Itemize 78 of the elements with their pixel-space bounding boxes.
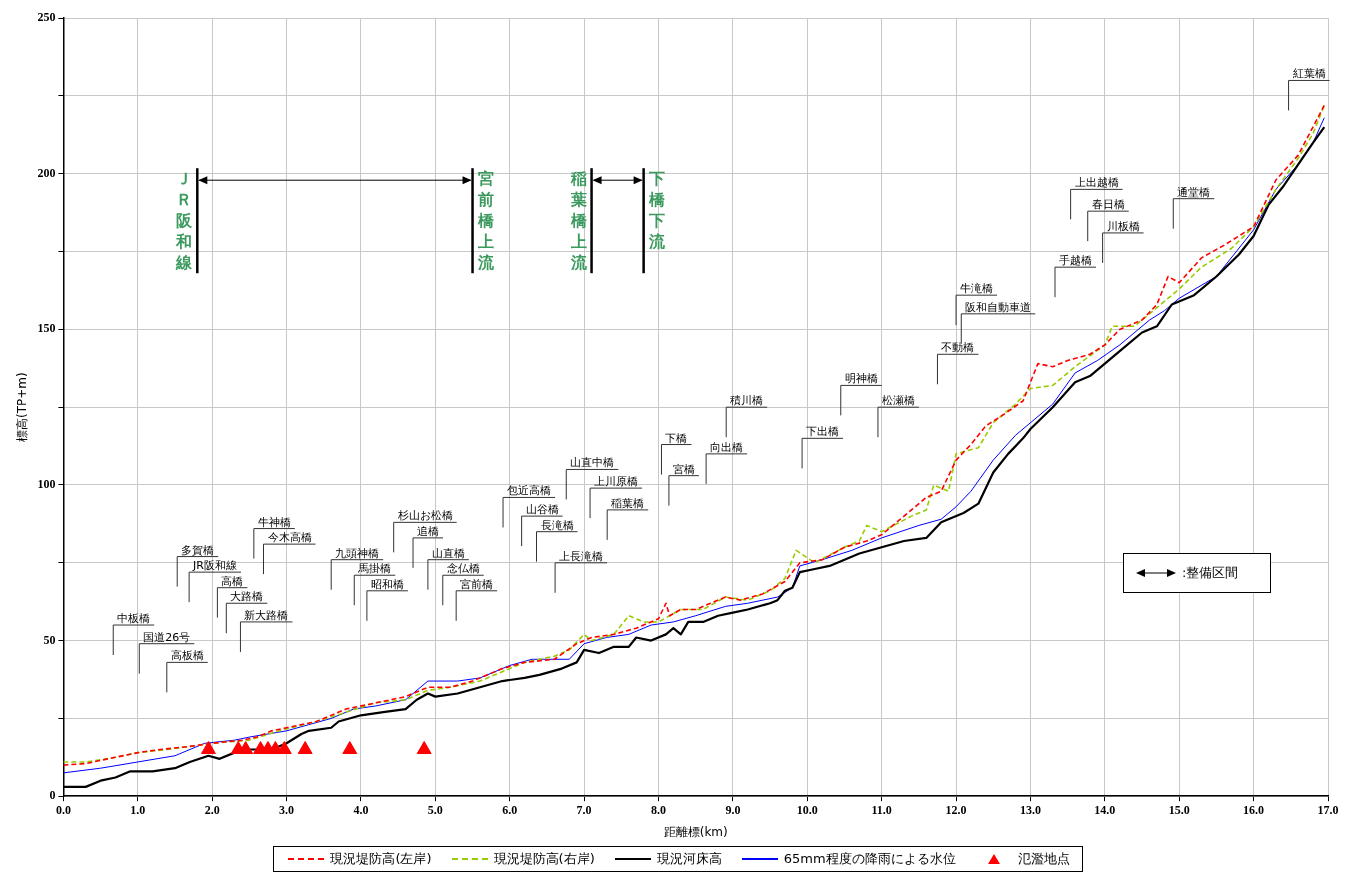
annotation: 高板橋 [170, 649, 204, 663]
legend-label: 現況堤防高(左岸) [330, 850, 432, 868]
x-tick-label: 15.0 [1168, 803, 1190, 818]
x-tick-label: 2.0 [204, 803, 220, 818]
x-tick-label: 17.0 [1317, 803, 1339, 818]
x-tick-label: 1.0 [130, 803, 146, 818]
annotation: 向出橋 [710, 440, 744, 454]
annotation: 紅葉橋 [1292, 67, 1326, 81]
annotation: 国道26号 [143, 630, 191, 644]
x-tick-label: 9.0 [725, 803, 741, 818]
annotation: 高橋 [221, 574, 244, 588]
ref-line-label: 宮前橋上流 [476, 169, 495, 273]
annotation: 不動橋 [941, 341, 975, 355]
x-tick-label: 13.0 [1019, 803, 1041, 818]
legend-label: 氾濫地点 [1017, 850, 1070, 868]
annotation: 上出越橋 [1074, 176, 1119, 190]
x-tick-label: 0.0 [55, 803, 71, 818]
annotation: :整備区間 [1182, 564, 1239, 583]
ref-line-label: 稲葉橋上流 [569, 169, 588, 273]
annotation: 春日橋 [1091, 198, 1125, 212]
y-axis-title: 標高(TP+m) [15, 372, 30, 443]
x-tick-label: 3.0 [279, 803, 295, 818]
legend-label: 65mm程度の降雨による水位 [783, 850, 956, 868]
y-tick-label: 100 [37, 477, 56, 492]
ref-line-label: ＪＲ阪和線 [175, 169, 194, 273]
y-tick-label: 200 [37, 165, 56, 180]
x-tick-label: 11.0 [871, 803, 892, 818]
annotation: 上川原橋 [594, 475, 639, 489]
annotation: 牛神橋 [257, 515, 291, 529]
annotation: 昭和橋 [370, 577, 404, 591]
annotation: 新大路橋 [244, 608, 289, 622]
annotation: 積川橋 [730, 394, 764, 408]
x-axis-title: 距離標(km) [663, 824, 728, 839]
annotation: 包近高橋 [507, 484, 552, 498]
annotation: JR阪和線 [192, 559, 238, 573]
legend-label: 現況堤防高(右岸) [493, 850, 595, 868]
annotation: 阪和自動車道 [965, 300, 1032, 314]
y-tick-label: 0 [49, 788, 56, 803]
annotation: 通堂橋 [1177, 185, 1211, 199]
annotation: 九頭神橋 [335, 546, 380, 560]
annotation: 宮橋 [672, 462, 695, 476]
annotation: 宮前橋 [460, 577, 494, 591]
x-tick-label: 16.0 [1243, 803, 1265, 818]
annotation: 山直中橋 [570, 456, 615, 470]
ref-line-label: 下橋下流 [647, 169, 666, 252]
x-tick-label: 14.0 [1094, 803, 1116, 818]
annotation: 追橋 [417, 524, 440, 538]
annotation: 中板橋 [117, 612, 151, 626]
y-tick-label: 50 [43, 632, 56, 647]
annotation: 馬掛橋 [357, 562, 392, 576]
x-tick-label: 6.0 [502, 803, 518, 818]
key-box: :整備区間 [1123, 553, 1271, 594]
x-tick-label: 5.0 [427, 803, 443, 818]
annotation: 下橋 [665, 431, 688, 445]
annotation: 山谷橋 [525, 503, 559, 517]
annotation: 松瀬橋 [881, 394, 915, 408]
annotation: 上長滝橋 [559, 549, 604, 563]
annotation: 手越橋 [1059, 254, 1092, 268]
annotation: 今木高橋 [267, 531, 312, 545]
annotation: 牛滝橋 [960, 282, 994, 296]
y-tick-label: 150 [37, 321, 56, 336]
annotation: 念仏橋 [446, 562, 480, 576]
legend-label: 現況河床高 [656, 850, 722, 868]
annotation: 稲葉橋 [611, 496, 645, 510]
annotation: 長滝橋 [540, 518, 574, 532]
x-tick-label: 12.0 [945, 803, 967, 818]
annotation: 明神橋 [844, 372, 878, 386]
x-tick-label: 8.0 [651, 803, 667, 818]
x-tick-label: 10.0 [796, 803, 818, 818]
y-tick-label: 250 [37, 10, 56, 25]
annotation: 山直橋 [431, 546, 465, 560]
annotation: 大路橋 [230, 590, 264, 604]
annotation: 多賀橋 [181, 543, 215, 557]
annotation: 下出橋 [806, 425, 840, 439]
annotation: 杉山お松橋 [396, 509, 453, 523]
x-tick-label: 7.0 [576, 803, 592, 818]
x-tick-label: 4.0 [353, 803, 369, 818]
annotation: 川板橋 [1106, 219, 1140, 233]
